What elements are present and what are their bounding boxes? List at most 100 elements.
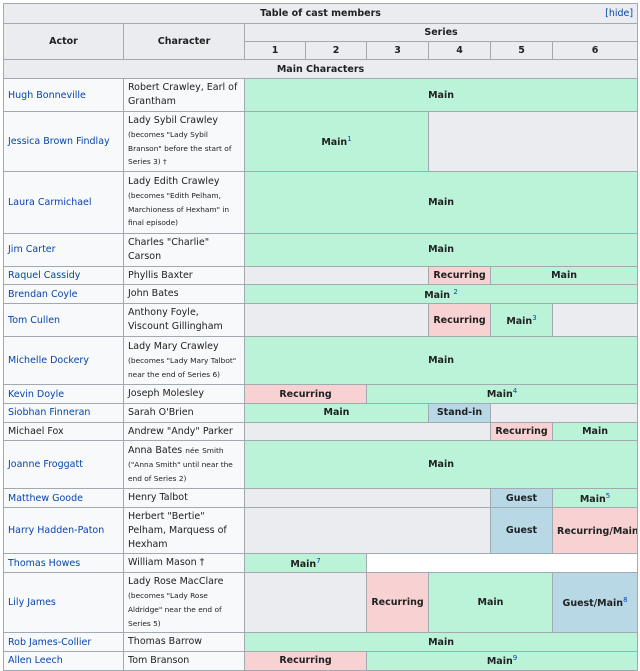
status-main: Main [243, 78, 639, 112]
footnote-ref[interactable]: 4 [512, 387, 518, 396]
status-recurring: Recurring [244, 651, 367, 671]
status-main: Main3 [490, 303, 553, 338]
status-main: Main9 [365, 651, 639, 671]
actor-link[interactable]: Rob James-Collier [8, 636, 92, 648]
character-cell: Lady Sybil Crawley (becomes "Lady Sybil B… [123, 110, 245, 173]
actor-link[interactable]: Kevin Doyle [8, 388, 65, 400]
status-none [551, 303, 639, 338]
header-character: Character [123, 23, 245, 60]
status-main: Main [243, 632, 639, 653]
status-recurring: Recurring [428, 303, 491, 338]
status-none [244, 507, 491, 555]
table-row: Tom Cullen Anthony Foyle, Viscount Gilli… [3, 303, 639, 338]
status-main: Main 2 [243, 284, 639, 305]
footnote-ref[interactable]: 7 [316, 556, 321, 565]
table-row: Raquel Cassidy Phyllis Baxter Recurring … [3, 265, 639, 286]
status-main: Main5 [551, 488, 639, 509]
status-guest: Guest [490, 488, 553, 509]
character-cell: Thomas Barrow [123, 632, 245, 653]
actor-link[interactable]: Allen Leech [8, 655, 63, 667]
status-main: Main [243, 336, 639, 386]
character-cell: Charles "Charlie" Carson [123, 233, 245, 267]
character-cell: Andrew "Andy" Parker [123, 421, 245, 442]
footnote-ref[interactable]: 2 [453, 287, 458, 296]
character-cell: John Bates [123, 284, 245, 305]
table-row: Matthew Goode Henry Talbot Guest Main5 [3, 488, 639, 509]
actor-link[interactable]: Raquel Cassidy [8, 269, 81, 281]
character-cell: Lady Rose MacClare (becomes "Lady Rose Al… [123, 572, 245, 634]
table-row: Jim Carter Charles "Charlie" Carson Main [3, 233, 639, 267]
character-cell: Joseph Molesley [123, 384, 245, 404]
character-note: (becomes "Lady Sybil Branson" before the… [128, 129, 232, 167]
table-row: Jessica Brown Findlay Lady Sybil Crawley… [3, 110, 639, 173]
character-cell: Anna Bates née Smith ("Anna Smith" until… [123, 440, 245, 490]
status-main: Main [489, 265, 639, 286]
status-main: Main [551, 421, 639, 442]
status-none [244, 572, 367, 634]
actor-link[interactable]: Brendan Coyle [8, 288, 78, 300]
status-none [244, 303, 429, 338]
actor-link[interactable]: Michelle Dockery [8, 355, 89, 367]
actor-link[interactable]: Harry Hadden-Paton [8, 525, 105, 537]
footnote-ref[interactable]: 3 [532, 313, 537, 322]
status-main: Main1 [244, 110, 429, 173]
series-6-header: 6 [551, 41, 639, 60]
actor-link[interactable]: Thomas Howes [8, 557, 81, 569]
status-main: Main7 [244, 553, 367, 574]
status-main: Main [244, 402, 429, 423]
actor-link[interactable]: Matthew Goode [8, 492, 83, 504]
footnote-ref[interactable]: 8 [623, 596, 628, 605]
character-cell: Robert Crawley, Earl of Grantham [123, 78, 245, 112]
table-row: Rob James-Collier Thomas Barrow Main [3, 632, 639, 653]
table-caption: Table of cast members [hide] [2, 3, 639, 24]
table-row: Harry Hadden-Paton Herbert "Bertie" Pelh… [3, 507, 639, 555]
status-none [244, 488, 491, 509]
character-cell: Sarah O'Brien [123, 402, 245, 423]
character-cell: Anthony Foyle, Viscount Gillingham [123, 303, 245, 338]
actor-link[interactable]: Joanne Froggatt [8, 459, 83, 471]
character-note: (becomes "Lady Mary Talbot" near the end… [128, 355, 237, 379]
actor-link[interactable]: Jim Carter [8, 244, 56, 256]
actor-link[interactable]: Laura Carmichael [8, 197, 92, 209]
character-cell: William Mason † [123, 553, 245, 574]
character-note: (becomes "Edith Pelham, Marchioness of H… [128, 190, 230, 228]
status-main: Main4 [365, 384, 639, 404]
status-recurring: Recurring [366, 572, 429, 634]
character-cell: Herbert "Bertie" Pelham, Marquess of Hex… [123, 507, 245, 555]
series-2-header: 2 [305, 41, 367, 60]
actor-link[interactable]: Hugh Bonneville [8, 89, 86, 101]
character-cell: Lady Mary Crawley (becomes "Lady Mary Tal… [123, 336, 245, 386]
character-cell: Henry Talbot [123, 488, 245, 509]
status-main: Main [243, 440, 639, 490]
series-1-header: 1 [244, 41, 306, 60]
status-recurring-main: Recurring/Main6 [551, 507, 639, 555]
series-5-header: 5 [490, 41, 553, 60]
status-guest: Guest [490, 507, 553, 555]
table-row: Joanne Froggatt Anna Bates née Smith ("A… [3, 440, 639, 490]
table-row: Brendan Coyle John Bates Main 2 [3, 284, 639, 305]
table-row: Siobhan Finneran Sarah O'Brien Main Stan… [3, 402, 639, 423]
actor-link[interactable]: Lily James [8, 597, 56, 609]
character-note: Smith ("Anna Smith" until near the end o… [128, 446, 233, 483]
status-recurring: Recurring [428, 265, 491, 286]
footnote-ref[interactable]: 9 [512, 654, 518, 663]
status-none [427, 110, 639, 173]
table-row: Michael Fox Andrew "Andy" Parker Recurri… [3, 421, 639, 442]
header-series: Series [243, 23, 639, 42]
character-cell: Phyllis Baxter [123, 265, 245, 286]
series-3-header: 3 [366, 41, 429, 60]
status-main: Main [243, 171, 639, 235]
caption-text: Table of cast members [260, 8, 381, 19]
table-row: Lily James Lady Rose MacClare (becomes "L… [3, 572, 639, 634]
actor-link[interactable]: Jessica Brown Findlay [8, 136, 110, 148]
actor-name: Michael Fox [3, 421, 124, 442]
footnote-ref[interactable]: 5 [605, 491, 611, 500]
footnote-ref[interactable]: 1 [347, 134, 352, 143]
actor-link[interactable]: Tom Cullen [8, 314, 61, 326]
table-row: Kevin Doyle Joseph Molesley Recurring Ma… [3, 384, 639, 404]
status-none [489, 402, 639, 423]
status-recurring: Recurring [244, 384, 367, 404]
hide-link[interactable]: [hide] [605, 8, 634, 19]
table-row: Hugh Bonneville Robert Crawley, Earl of … [3, 78, 639, 112]
actor-link[interactable]: Siobhan Finneran [8, 407, 91, 419]
